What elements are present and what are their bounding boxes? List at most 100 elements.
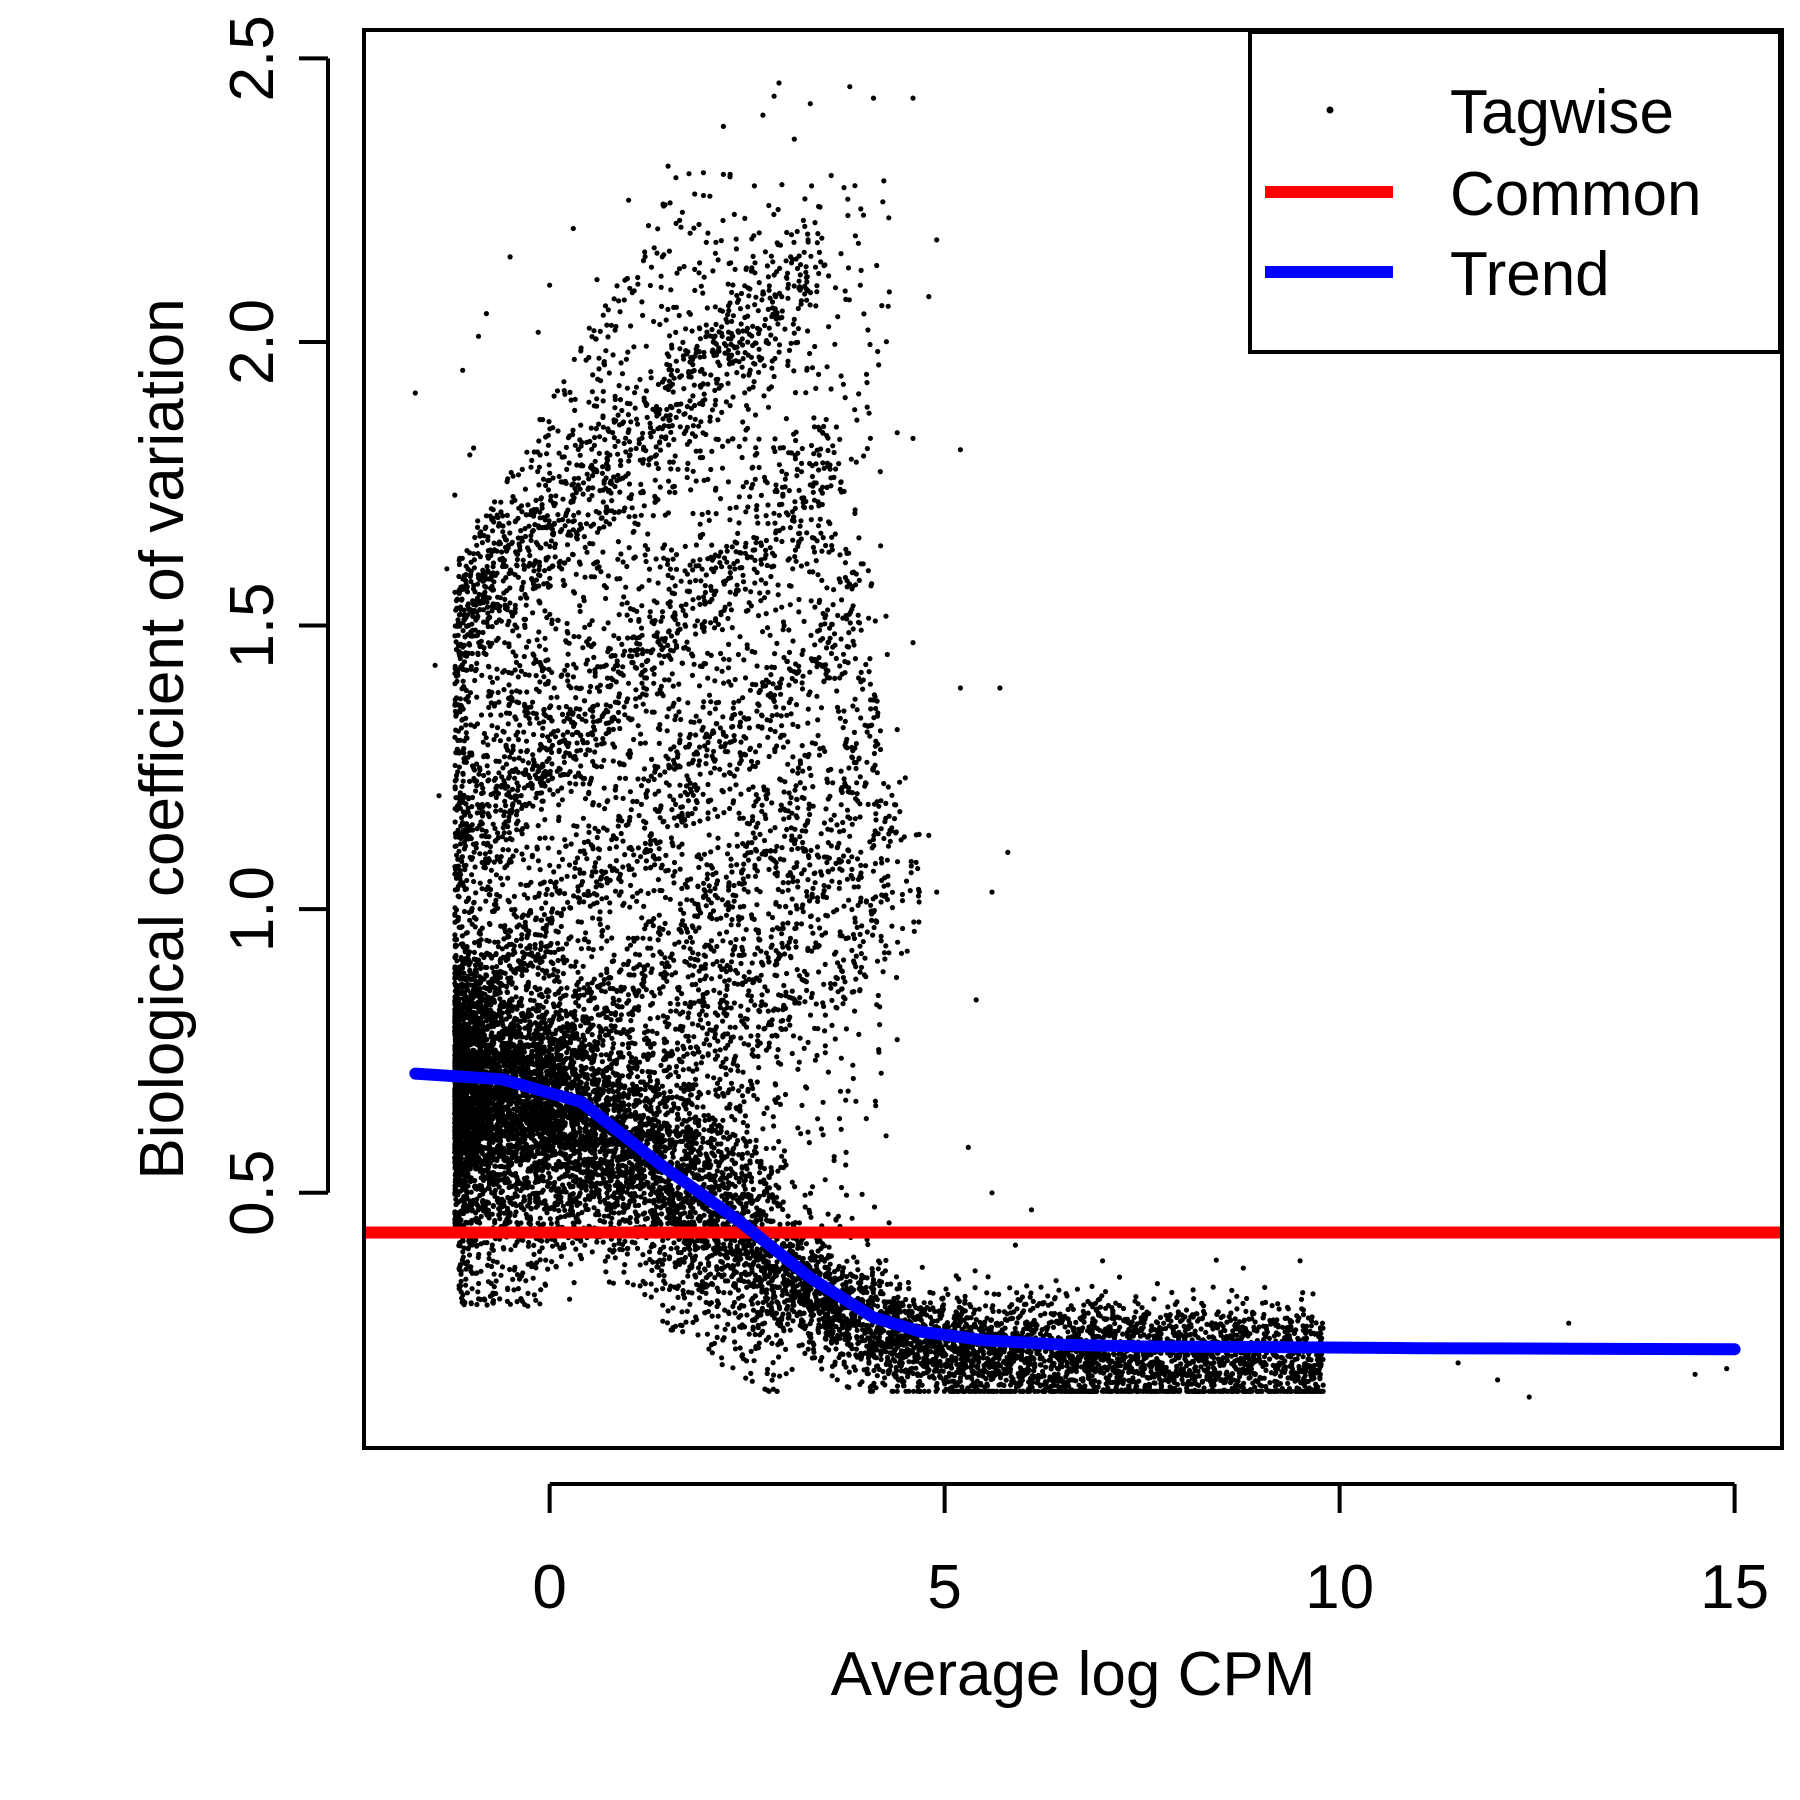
tagwise-point <box>1053 1278 1059 1284</box>
tagwise-point <box>855 1267 861 1273</box>
tagwise-point <box>729 1113 735 1120</box>
tagwise-point <box>770 1360 776 1366</box>
tagwise-point <box>661 1273 667 1279</box>
tagwise-point <box>878 1343 885 1349</box>
tagwise-point <box>1192 1328 1198 1334</box>
tagwise-point <box>887 1350 893 1356</box>
tagwise-point <box>609 1035 615 1041</box>
tagwise-point <box>602 1258 608 1264</box>
tagwise-point <box>968 1375 975 1381</box>
tagwise-point <box>759 1330 765 1336</box>
tagwise-point <box>900 1383 907 1389</box>
tagwise-point <box>695 1265 702 1271</box>
tagwise-point <box>840 1265 847 1271</box>
tagwise-point <box>743 1375 749 1381</box>
tagwise-point <box>748 1179 755 1185</box>
tagwise-point <box>873 1385 879 1391</box>
tagwise-point <box>1151 1296 1157 1302</box>
tagwise-point <box>600 1042 606 1048</box>
tagwise-point <box>452 932 458 938</box>
tagwise-point <box>984 1290 990 1296</box>
tagwise-point <box>584 1174 590 1180</box>
tagwise-point <box>693 1274 699 1280</box>
tagwise-point <box>732 1183 738 1189</box>
tagwise-point <box>605 1194 611 1200</box>
tagwise-point <box>1228 1353 1235 1359</box>
tagwise-point <box>620 1041 626 1047</box>
tagwise-point <box>766 1334 772 1340</box>
tagwise-point <box>653 1287 659 1293</box>
tagwise-point <box>953 1309 959 1315</box>
tagwise-point <box>1226 1299 1232 1305</box>
tagwise-point <box>1313 1320 1319 1326</box>
tagwise-point <box>867 1384 873 1390</box>
tagwise-point <box>1113 1300 1119 1306</box>
tagwise-point <box>1284 1315 1290 1321</box>
tagwise-point <box>1038 1284 1044 1290</box>
tagwise-point <box>660 1318 666 1324</box>
tagwise-point <box>1234 1293 1240 1299</box>
tagwise-point <box>648 1294 654 1300</box>
tagwise-point <box>752 1331 758 1338</box>
tagwise-point <box>717 1251 723 1257</box>
tagwise-point <box>1245 1333 1251 1339</box>
tagwise-point <box>690 1319 696 1325</box>
tagwise-point <box>668 1246 674 1252</box>
tagwise-point <box>731 1299 738 1306</box>
tagwise-point <box>732 1346 739 1352</box>
tagwise-point <box>724 1130 730 1136</box>
tagwise-point <box>875 1266 881 1272</box>
tagwise-point <box>785 1321 791 1327</box>
tagwise-point <box>624 1251 631 1257</box>
tagwise-point <box>649 1028 655 1034</box>
tagwise-point <box>905 1279 912 1286</box>
tagwise-point <box>1293 1327 1299 1333</box>
tagwise-point <box>976 1359 982 1365</box>
tagwise-point <box>679 1309 685 1315</box>
tagwise-point <box>1135 1358 1141 1364</box>
tagwise-point <box>792 1184 798 1190</box>
tagwise-point <box>851 1254 857 1260</box>
tagwise-point <box>1228 1310 1234 1316</box>
tagwise-point <box>967 1301 973 1308</box>
tagwise-point <box>1163 1312 1169 1318</box>
tagwise-point <box>660 1237 666 1244</box>
tagwise-point <box>707 1271 714 1277</box>
tagwise-point <box>1193 1381 1200 1387</box>
tagwise-point <box>513 994 519 1000</box>
tagwise-point <box>808 1214 814 1220</box>
tagwise-point <box>996 1291 1002 1297</box>
tagwise-point <box>1081 1319 1087 1325</box>
tagwise-point <box>675 1294 681 1300</box>
tagwise-point <box>785 1221 791 1227</box>
tagwise-point <box>893 1274 900 1280</box>
tagwise-point <box>719 1259 726 1265</box>
tagwise-point <box>777 1221 783 1227</box>
tagwise-point <box>700 1139 706 1145</box>
tagwise-point <box>998 1320 1005 1327</box>
tagwise-point <box>1300 1290 1306 1296</box>
tagwise-point <box>1014 1320 1020 1326</box>
tagwise-point <box>680 1279 686 1285</box>
tagwise-point <box>1243 1308 1249 1314</box>
tagwise-point <box>702 1310 708 1316</box>
tagwise-point <box>1118 1362 1124 1369</box>
tagwise-point <box>787 1327 793 1333</box>
tagwise-point <box>679 1211 685 1217</box>
tagwise-point <box>1037 1331 1043 1337</box>
tagwise-point <box>972 1285 978 1291</box>
tagwise-point <box>638 1194 644 1200</box>
tagwise-point <box>1169 1289 1175 1296</box>
tagwise-point <box>687 1251 693 1258</box>
tagwise-point <box>1007 1316 1014 1322</box>
tagwise-point <box>865 1241 871 1248</box>
tagwise-point <box>714 1324 720 1330</box>
tagwise-point <box>654 1264 660 1270</box>
tagwise-point <box>941 1378 947 1384</box>
tagwise-point <box>704 1331 711 1337</box>
tagwise-point <box>756 1340 762 1346</box>
tagwise-point <box>592 1052 598 1058</box>
tagwise-point <box>937 1373 943 1379</box>
tagwise-point <box>622 1262 628 1268</box>
tagwise-point <box>639 993 645 1000</box>
